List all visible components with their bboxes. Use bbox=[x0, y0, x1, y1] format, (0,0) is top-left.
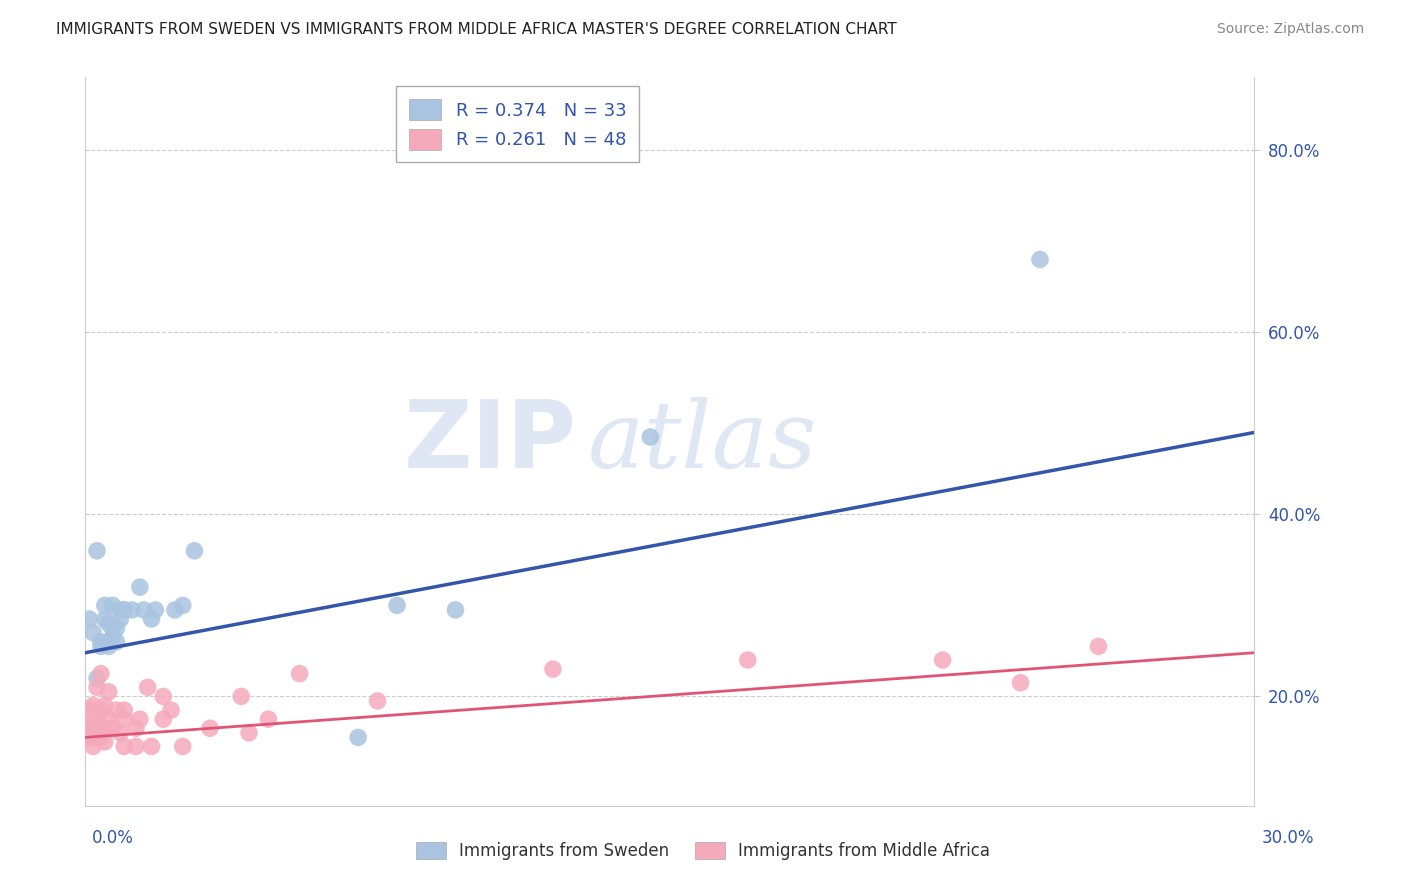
Point bbox=[77, 612, 100, 626]
Point bbox=[101, 630, 124, 644]
Point bbox=[737, 653, 759, 667]
Point bbox=[132, 603, 155, 617]
Point bbox=[82, 731, 104, 745]
Point bbox=[101, 621, 124, 635]
Point bbox=[105, 635, 128, 649]
Point bbox=[90, 635, 112, 649]
Point bbox=[112, 603, 135, 617]
Point bbox=[141, 612, 163, 626]
Point bbox=[86, 543, 108, 558]
Point bbox=[1087, 640, 1109, 654]
Point bbox=[97, 635, 120, 649]
Point bbox=[128, 580, 150, 594]
Point bbox=[97, 640, 120, 654]
Point bbox=[94, 599, 117, 613]
Point bbox=[105, 703, 128, 717]
Point bbox=[97, 712, 120, 726]
Text: Source: ZipAtlas.com: Source: ZipAtlas.com bbox=[1216, 22, 1364, 37]
Point bbox=[94, 721, 117, 735]
Point bbox=[121, 603, 143, 617]
Point bbox=[136, 681, 159, 695]
Point bbox=[90, 721, 112, 735]
Point bbox=[110, 726, 132, 740]
Text: 30.0%: 30.0% bbox=[1263, 829, 1315, 847]
Point bbox=[125, 739, 148, 754]
Point bbox=[90, 640, 112, 654]
Point bbox=[198, 721, 221, 735]
Point bbox=[110, 603, 132, 617]
Point bbox=[172, 739, 194, 754]
Point bbox=[112, 603, 135, 617]
Point bbox=[90, 666, 112, 681]
Point bbox=[1029, 252, 1052, 267]
Point bbox=[86, 712, 108, 726]
Point bbox=[152, 690, 174, 704]
Point bbox=[172, 599, 194, 613]
Point bbox=[257, 712, 280, 726]
Point bbox=[101, 599, 124, 613]
Point bbox=[86, 703, 108, 717]
Point bbox=[94, 735, 117, 749]
Point bbox=[385, 599, 408, 613]
Point bbox=[160, 703, 183, 717]
Point bbox=[125, 721, 148, 735]
Point bbox=[82, 625, 104, 640]
Point bbox=[94, 698, 117, 713]
Point bbox=[90, 731, 112, 745]
Point bbox=[82, 698, 104, 713]
Point bbox=[77, 721, 100, 735]
Point bbox=[112, 712, 135, 726]
Point bbox=[347, 731, 370, 745]
Point bbox=[77, 731, 100, 745]
Point bbox=[86, 721, 108, 735]
Point bbox=[128, 712, 150, 726]
Point bbox=[163, 603, 186, 617]
Point bbox=[90, 703, 112, 717]
Point bbox=[82, 712, 104, 726]
Point bbox=[152, 712, 174, 726]
Point bbox=[97, 685, 120, 699]
Point bbox=[367, 694, 389, 708]
Point bbox=[110, 612, 132, 626]
Legend: R = 0.374   N = 33, R = 0.261   N = 48: R = 0.374 N = 33, R = 0.261 N = 48 bbox=[396, 87, 640, 162]
Point bbox=[238, 726, 260, 740]
Point bbox=[112, 739, 135, 754]
Text: 0.0%: 0.0% bbox=[91, 829, 134, 847]
Point bbox=[231, 690, 253, 704]
Point bbox=[541, 662, 564, 676]
Point bbox=[105, 621, 128, 635]
Point bbox=[86, 731, 108, 745]
Point bbox=[288, 666, 311, 681]
Text: ZIP: ZIP bbox=[404, 395, 576, 488]
Text: atlas: atlas bbox=[588, 397, 817, 486]
Text: IMMIGRANTS FROM SWEDEN VS IMMIGRANTS FROM MIDDLE AFRICA MASTER'S DEGREE CORRELAT: IMMIGRANTS FROM SWEDEN VS IMMIGRANTS FRO… bbox=[56, 22, 897, 37]
Point bbox=[82, 739, 104, 754]
Point bbox=[101, 721, 124, 735]
Point bbox=[86, 681, 108, 695]
Point bbox=[444, 603, 467, 617]
Point bbox=[82, 721, 104, 735]
Point bbox=[94, 612, 117, 626]
Point bbox=[145, 603, 167, 617]
Point bbox=[640, 430, 662, 444]
Point bbox=[77, 703, 100, 717]
Point bbox=[183, 543, 205, 558]
Point bbox=[1010, 675, 1032, 690]
Point bbox=[931, 653, 953, 667]
Point bbox=[86, 671, 108, 685]
Point bbox=[141, 739, 163, 754]
Legend: Immigrants from Sweden, Immigrants from Middle Africa: Immigrants from Sweden, Immigrants from … bbox=[406, 832, 1000, 871]
Point bbox=[97, 616, 120, 631]
Point bbox=[112, 703, 135, 717]
